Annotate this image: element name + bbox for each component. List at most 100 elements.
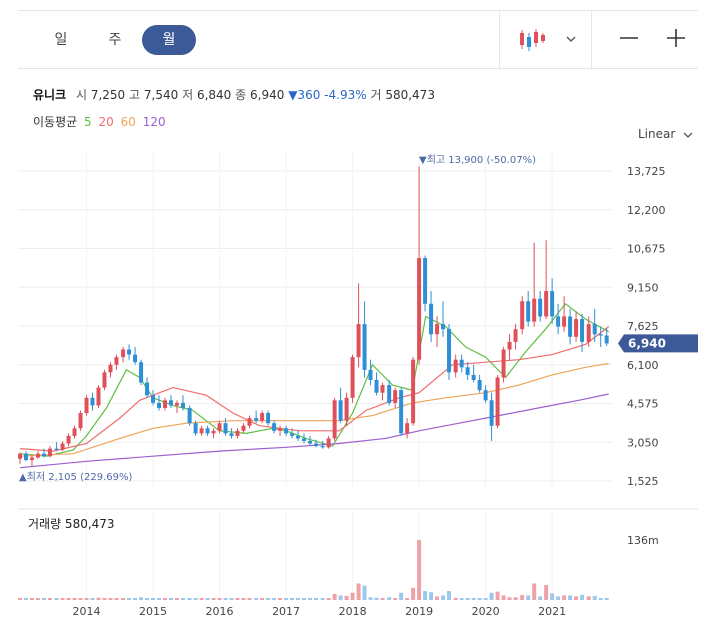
volume-bar	[447, 591, 452, 600]
candle-body	[23, 453, 28, 461]
volume-bars	[18, 540, 609, 600]
candlestick-icon[interactable]	[518, 27, 548, 53]
tab-month[interactable]: 월	[142, 25, 196, 55]
candle-body	[598, 334, 603, 336]
tab-day[interactable]: 일	[54, 32, 68, 48]
zoom-out-button[interactable]	[618, 27, 640, 49]
tab-week[interactable]: 주	[108, 32, 122, 48]
volume-bar	[374, 597, 379, 600]
candle-body	[223, 423, 228, 434]
volume-bar	[102, 598, 107, 600]
candle-body	[520, 301, 525, 330]
price-summary: 유니크 시 7,250 고 7,540 저 6,840 종 6,940 ▼360…	[33, 86, 435, 103]
candle-body	[544, 291, 549, 317]
candle-body	[532, 298, 537, 322]
candle-body	[114, 357, 119, 365]
volume-bar	[332, 593, 337, 600]
volume-bar	[368, 597, 373, 600]
y-tick-label: 12,200	[627, 204, 666, 217]
candle-body	[272, 423, 277, 431]
volume-bar	[489, 592, 494, 600]
candle-body	[393, 390, 398, 403]
volume-bar	[174, 598, 179, 600]
volume-bar	[151, 598, 156, 600]
volume-bar	[423, 591, 428, 600]
candle-body	[47, 448, 52, 457]
volume-bar	[78, 598, 83, 600]
change-percent: -4.93%	[324, 88, 367, 102]
volume-bar	[471, 598, 476, 600]
candle-body	[574, 319, 579, 337]
volume-bar	[23, 598, 28, 600]
scale-toggle[interactable]: Linear	[638, 127, 694, 141]
candle-body	[471, 374, 476, 380]
volume-bar	[241, 598, 246, 600]
ma-120-label[interactable]: 120	[142, 115, 166, 129]
volume-bar	[235, 598, 240, 600]
candle-body	[84, 397, 89, 414]
candle-body	[513, 329, 518, 342]
volume-value: 580,473	[385, 88, 435, 102]
volume-bar	[526, 595, 531, 600]
volume-bar	[254, 598, 259, 600]
candle-body	[362, 324, 367, 370]
volume-bar	[229, 598, 234, 600]
candle-body	[41, 453, 46, 457]
volume-bar	[296, 598, 301, 600]
volume-bar	[133, 598, 138, 600]
candle-body	[139, 362, 144, 383]
candle-body	[193, 423, 198, 434]
candle-body	[163, 400, 168, 408]
volume-bar	[247, 598, 252, 600]
ma-60-label[interactable]: 60	[120, 115, 136, 129]
candle-body	[308, 440, 313, 444]
x-tick-label: 2018	[339, 605, 367, 618]
candle-body	[35, 453, 40, 458]
volume-label: 거	[370, 88, 382, 102]
volume-bar	[459, 598, 464, 600]
candle-body	[526, 301, 531, 322]
x-tick-label: 2021	[538, 605, 566, 618]
toolbar-divider	[591, 11, 592, 68]
volume-bar	[168, 598, 173, 600]
ma-20-label[interactable]: 20	[98, 115, 114, 129]
candle-body	[568, 316, 573, 337]
volume-bar	[320, 598, 325, 600]
candle-body	[205, 428, 210, 434]
candle-body	[90, 397, 95, 406]
volume-bar	[266, 598, 271, 600]
volume-bar	[90, 598, 95, 600]
volume-bar	[114, 598, 119, 600]
candle-body	[586, 324, 591, 342]
zoom-in-button[interactable]	[665, 27, 687, 49]
candle-body	[405, 423, 410, 434]
candle-body	[447, 329, 452, 373]
volume-bar	[495, 591, 500, 600]
volume-bar	[586, 596, 591, 600]
candle-body	[72, 428, 77, 436]
volume-bar	[47, 598, 52, 600]
candle-body	[495, 377, 500, 426]
chevron-down-icon[interactable]	[564, 31, 578, 45]
volume-bar	[84, 598, 89, 600]
x-tick-label: 2017	[272, 605, 300, 618]
candle-body	[604, 335, 609, 344]
y-tick-label: 3,050	[627, 436, 659, 449]
candle-body	[278, 428, 283, 431]
y-tick-label: 4,575	[627, 398, 659, 411]
open-value: 7,250	[90, 88, 126, 102]
candle-body	[411, 359, 416, 424]
candle-body	[96, 387, 101, 406]
high-label: 고	[129, 88, 141, 102]
candle-body	[326, 438, 331, 448]
volume-bar	[429, 592, 434, 600]
volume-grid	[86, 512, 553, 600]
volume-bar	[18, 598, 22, 600]
volume-bar	[29, 598, 34, 600]
candle-body	[145, 382, 150, 396]
candle-body	[290, 433, 295, 436]
ma-5-label[interactable]: 5	[84, 115, 92, 129]
candle-body	[211, 430, 216, 434]
candle-body	[380, 385, 385, 393]
